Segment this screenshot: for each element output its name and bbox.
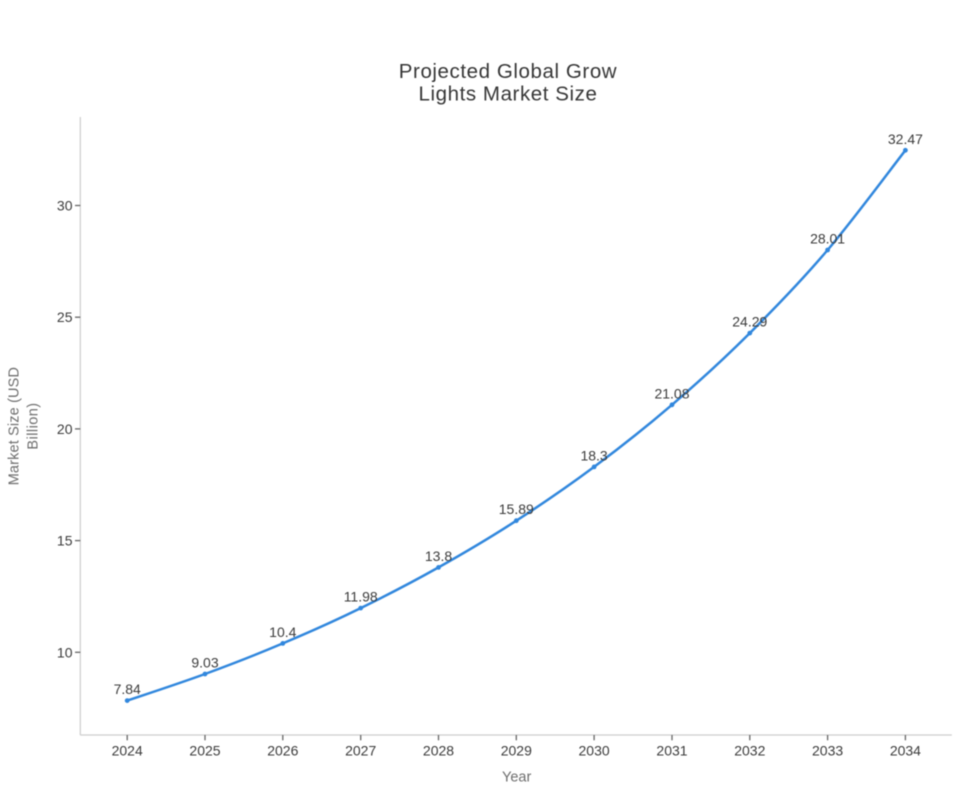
svg-text:32.47: 32.47 — [888, 131, 923, 147]
svg-text:Market Size (USD: Market Size (USD — [7, 367, 23, 485]
svg-text:2030: 2030 — [579, 743, 610, 759]
svg-text:2027: 2027 — [345, 743, 376, 759]
svg-text:Projected Global Grow: Projected Global Grow — [399, 60, 617, 83]
svg-text:20: 20 — [57, 421, 73, 437]
svg-text:21.08: 21.08 — [654, 385, 689, 401]
svg-text:28.01: 28.01 — [810, 231, 845, 247]
svg-text:7.84: 7.84 — [114, 681, 141, 697]
svg-text:10.4: 10.4 — [269, 624, 296, 640]
svg-text:13.8: 13.8 — [425, 548, 452, 564]
svg-text:10: 10 — [57, 644, 73, 660]
svg-text:30: 30 — [57, 198, 73, 214]
svg-text:2025: 2025 — [189, 743, 220, 759]
svg-text:2024: 2024 — [112, 743, 143, 759]
svg-text:24.29: 24.29 — [732, 314, 767, 330]
svg-text:Lights Market Size: Lights Market Size — [419, 83, 598, 106]
svg-text:2032: 2032 — [734, 743, 765, 759]
svg-text:15.89: 15.89 — [499, 501, 534, 517]
svg-text:2028: 2028 — [423, 743, 454, 759]
svg-text:25: 25 — [57, 309, 73, 325]
svg-text:18.3: 18.3 — [580, 447, 607, 463]
svg-text:Year: Year — [502, 769, 531, 785]
svg-text:2031: 2031 — [656, 743, 687, 759]
svg-text:2026: 2026 — [267, 743, 298, 759]
svg-text:2033: 2033 — [812, 743, 843, 759]
svg-text:9.03: 9.03 — [191, 655, 218, 671]
svg-text:11.98: 11.98 — [344, 589, 378, 605]
svg-text:2034: 2034 — [890, 743, 921, 759]
svg-text:15: 15 — [57, 533, 73, 549]
svg-text:Billion): Billion) — [26, 402, 42, 449]
svg-text:2029: 2029 — [501, 743, 532, 759]
